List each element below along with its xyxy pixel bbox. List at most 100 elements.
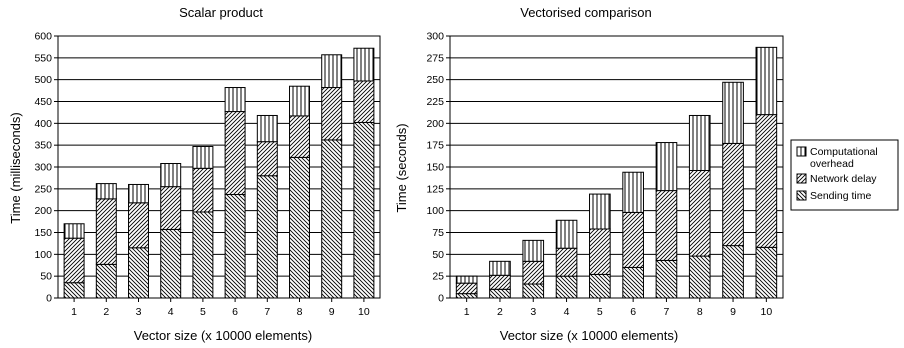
bar-sending-time-8	[289, 156, 310, 299]
bar-computational-overhead-9	[722, 81, 744, 144]
bar-sending-time-8	[688, 255, 711, 299]
chart-title: Vectorised comparison	[520, 5, 652, 20]
bar-sending-time-3	[128, 247, 149, 299]
x-tick-label: 7	[264, 306, 270, 318]
bar-sending-time-7	[655, 259, 678, 299]
bar-network-delay-5	[192, 167, 214, 213]
bar-network-delay-3	[522, 260, 545, 285]
y-tick-label: 350	[34, 140, 52, 152]
x-tick-label: 10	[358, 306, 370, 318]
bar-computational-overhead-3	[128, 183, 149, 204]
y-axis-label: Time (seconds)	[394, 123, 409, 212]
y-tick-label: 300	[34, 162, 52, 174]
x-tick-label: 1	[71, 306, 77, 318]
bar-computational-overhead-3	[522, 239, 545, 262]
legend-label-sending-time: Sending time	[810, 190, 871, 202]
bar-network-delay-9	[321, 87, 343, 141]
bar-network-delay-6	[622, 211, 644, 268]
y-tick-label: 25	[432, 271, 444, 283]
x-tick-label: 3	[136, 306, 142, 318]
y-tick-label: 250	[426, 74, 444, 86]
chart-title: Scalar product	[179, 5, 263, 20]
x-tick-label: 8	[297, 306, 303, 318]
y-tick-label: 0	[46, 293, 52, 305]
bar-computational-overhead-1	[63, 223, 85, 239]
bar-computational-overhead-9	[321, 54, 343, 89]
x-tick-label: 2	[497, 306, 503, 318]
bar-sending-time-9	[722, 245, 744, 299]
legend-swatch-network-delay	[796, 173, 807, 184]
bar-network-delay-9	[722, 142, 744, 247]
bar-computational-overhead-2	[489, 260, 511, 276]
x-tick-label: 9	[730, 306, 736, 318]
legend-label-computational: Computational	[810, 146, 878, 158]
x-tick-label: 5	[597, 306, 603, 318]
y-axis-label: Time (milliseconds)	[8, 112, 23, 223]
legend-label-network-delay: Network delay	[810, 173, 877, 185]
bar-network-delay-8	[289, 115, 310, 158]
x-tick-label: 10	[761, 306, 773, 318]
y-tick-label: 0	[438, 293, 444, 305]
bar-computational-overhead-5	[589, 193, 611, 230]
bar-sending-time-5	[589, 273, 611, 299]
bar-sending-time-6	[224, 194, 246, 299]
bar-network-delay-4	[160, 186, 182, 230]
y-tick-label: 250	[34, 183, 52, 195]
y-tick-label: 100	[426, 205, 444, 217]
y-tick-label: 550	[34, 52, 52, 64]
bar-sending-time-10	[755, 246, 778, 299]
x-tick-label: 2	[103, 306, 109, 318]
x-tick-label: 9	[329, 306, 335, 318]
x-tick-label: 5	[200, 306, 206, 318]
bar-computational-overhead-1	[455, 275, 478, 284]
y-tick-label: 50	[40, 271, 52, 283]
y-tick-label: 275	[426, 52, 444, 64]
bar-computational-overhead-8	[688, 114, 711, 171]
legend-box	[790, 139, 899, 211]
bar-network-delay-1	[455, 282, 478, 295]
x-axis-label: Vector size (x 10000 elements)	[500, 328, 678, 343]
bar-computational-overhead-10	[755, 46, 778, 116]
x-tick-label: 3	[530, 306, 536, 318]
bar-sending-time-1	[455, 293, 478, 299]
bar-sending-time-9	[321, 139, 343, 299]
x-tick-label: 7	[664, 306, 670, 318]
vectorised-comparison-chart: Vectorised comparison Vector size (x 100…	[394, 5, 784, 343]
x-tick-label: 1	[464, 306, 470, 318]
bar-computational-overhead-8	[289, 85, 310, 117]
bar-network-delay-4	[555, 247, 578, 277]
x-tick-label: 4	[564, 306, 570, 318]
bar-network-delay-5	[589, 228, 611, 275]
y-tick-label: 450	[34, 96, 52, 108]
bar-computational-overhead-6	[224, 87, 246, 113]
bar-computational-overhead-5	[192, 145, 214, 169]
bar-network-delay-8	[688, 169, 711, 257]
x-axis-label: Vector size (x 10000 elements)	[134, 328, 312, 343]
bar-computational-overhead-4	[160, 163, 182, 188]
bar-network-delay-2	[95, 198, 117, 265]
bar-computational-overhead-6	[622, 171, 644, 213]
bar-computational-overhead-10	[353, 47, 375, 82]
y-tick-label: 175	[426, 140, 444, 152]
x-tick-label: 4	[168, 306, 174, 318]
y-tick-label: 225	[426, 96, 444, 108]
bar-network-delay-10	[755, 114, 778, 248]
y-tick-label: 150	[34, 227, 52, 239]
legend-swatch-sending-time	[796, 190, 807, 201]
x-tick-label: 6	[232, 306, 238, 318]
y-tick-label: 400	[34, 118, 52, 130]
bar-computational-overhead-7	[655, 142, 678, 192]
bar-network-delay-2	[489, 274, 511, 290]
bar-sending-time-5	[192, 211, 214, 299]
y-tick-label: 200	[34, 205, 52, 217]
bar-sending-time-1	[63, 282, 85, 299]
y-tick-label: 125	[426, 183, 444, 195]
legend: Computational overhead Network delay Sen…	[790, 139, 899, 211]
y-tick-label: 50	[432, 249, 444, 261]
x-tick-label: 8	[697, 306, 703, 318]
y-tick-label: 75	[432, 227, 444, 239]
bar-sending-time-3	[522, 283, 545, 299]
bar-sending-time-6	[622, 266, 644, 299]
bar-sending-time-4	[555, 275, 578, 299]
